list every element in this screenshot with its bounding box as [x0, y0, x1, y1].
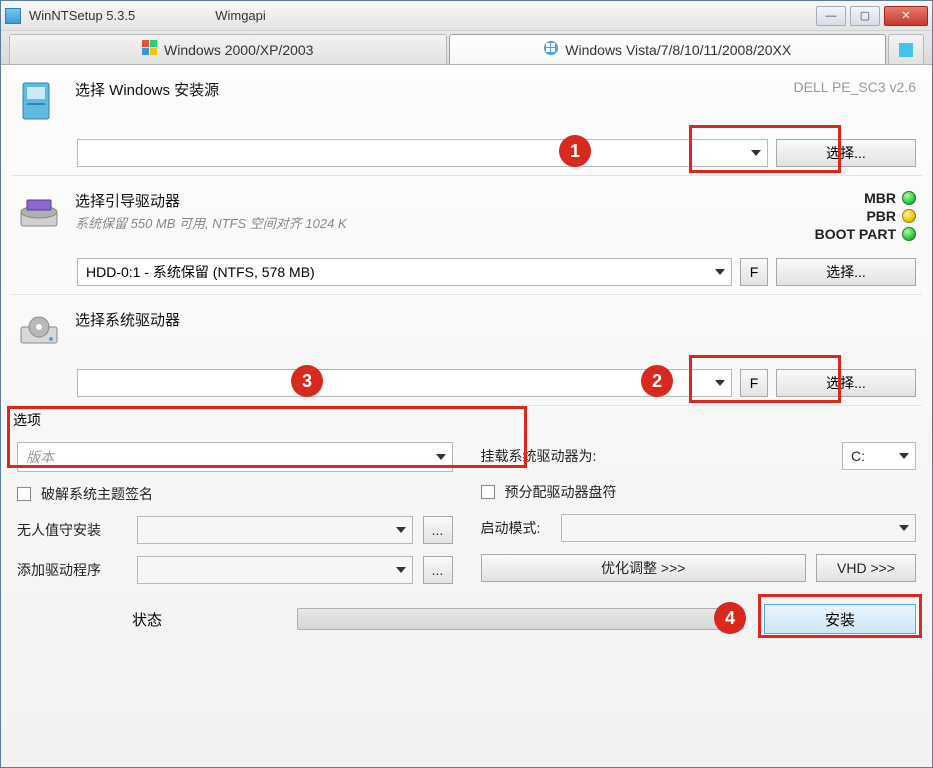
tab-modern-label: Windows Vista/7/8/10/11/2008/20XX [565, 42, 791, 58]
bootmode-combo[interactable] [561, 514, 917, 542]
app-icon [5, 8, 21, 24]
boot-drive-value: HDD-0:1 - 系统保留 (NTFS, 578 MB) [86, 262, 315, 282]
system-select-button[interactable]: 选择... [776, 369, 916, 397]
prealloc-checkbox[interactable] [481, 485, 495, 499]
footer: 状态 安装 4 [11, 590, 922, 648]
progress-bar [297, 608, 744, 630]
bootmode-label: 启动模式: [481, 518, 551, 538]
install-button[interactable]: 安装 [764, 604, 916, 634]
system-title: 选择系统驱动器 [75, 309, 916, 330]
install-label: 安装 [825, 609, 855, 630]
bootpart-light [902, 227, 916, 241]
windows-flag-icon [142, 40, 158, 59]
boot-f-label: F [750, 264, 759, 280]
source-select-button[interactable]: 选择... [776, 139, 916, 167]
section-boot-drive: 选择引导驱动器 系统保留 550 MB 可用, NTFS 空间对齐 1024 K… [11, 176, 922, 295]
patch-theme-checkbox[interactable] [17, 487, 31, 501]
system-format-button[interactable]: F [740, 369, 768, 397]
edition-placeholder: 版本 [26, 447, 54, 467]
app-title: WinNTSetup 5.3.5 [29, 8, 135, 23]
system-icon [17, 309, 61, 353]
unattend-label: 无人值守安装 [17, 520, 127, 540]
system-f-label: F [750, 375, 759, 391]
tweaks-label: 优化调整 >>> [601, 558, 685, 578]
tab-strip: Windows 2000/XP/2003 Windows Vista/7/8/1… [1, 31, 932, 65]
drivers-browse-label: ... [432, 562, 444, 578]
unattend-browse-button[interactable]: ... [423, 516, 453, 544]
options-label: 选项 [11, 406, 922, 432]
boot-status-lights: MBR PBR BOOT PART [815, 190, 916, 242]
minimize-button[interactable]: — [816, 6, 846, 26]
vhd-label: VHD >>> [837, 560, 895, 576]
pbr-light [902, 209, 916, 223]
boot-select-label: 选择... [826, 262, 866, 282]
boot-drive-combo[interactable]: HDD-0:1 - 系统保留 (NTFS, 578 MB) [77, 258, 732, 286]
source-icon [17, 79, 61, 123]
patch-theme-label: 破解系统主题签名 [41, 484, 153, 504]
source-title: 选择 Windows 安装源 [75, 79, 780, 100]
boot-title: 选择引导驱动器 [75, 190, 801, 211]
mount-letter-value: C: [851, 448, 865, 464]
drivers-browse-button[interactable]: ... [423, 556, 453, 584]
pbr-label: PBR [866, 208, 896, 224]
vhd-button[interactable]: VHD >>> [816, 554, 916, 582]
status-label: 状态 [17, 609, 277, 630]
boot-select-button[interactable]: 选择... [776, 258, 916, 286]
source-path-combo[interactable] [77, 139, 768, 167]
mbr-light [902, 191, 916, 205]
maximize-button[interactable]: ▢ [850, 6, 880, 26]
extra-icon [899, 43, 913, 57]
close-button[interactable]: ✕ [884, 6, 928, 26]
source-select-label: 选择... [826, 143, 866, 163]
windows-orb-icon [543, 40, 559, 59]
source-info: DELL PE_SC3 v2.6 [794, 79, 916, 95]
section-system-drive: 选择系统驱动器 F 选择... 3 2 [11, 295, 922, 406]
tab-legacy-label: Windows 2000/XP/2003 [164, 42, 313, 58]
unattend-browse-label: ... [432, 522, 444, 538]
mbr-label: MBR [864, 190, 896, 206]
edition-combo[interactable]: 版本 [17, 442, 453, 472]
section-install-source: 选择 Windows 安装源 DELL PE_SC3 v2.6 选择... 1 [11, 65, 922, 176]
prealloc-label: 预分配驱动器盘符 [505, 482, 617, 502]
tab-legacy[interactable]: Windows 2000/XP/2003 [9, 34, 447, 64]
drivers-combo[interactable] [137, 556, 413, 584]
app-subtitle: Wimgapi [215, 8, 266, 23]
mount-label: 挂载系统驱动器为: [481, 446, 597, 466]
boot-format-button[interactable]: F [740, 258, 768, 286]
tweaks-button[interactable]: 优化调整 >>> [481, 554, 807, 582]
drivers-label: 添加驱动程序 [17, 560, 127, 580]
tab-modern[interactable]: Windows Vista/7/8/10/11/2008/20XX [449, 34, 887, 64]
tab-extra[interactable] [888, 34, 924, 64]
boot-icon [17, 190, 61, 234]
titlebar: WinNTSetup 5.3.5 Wimgapi — ▢ ✕ [1, 1, 932, 31]
boot-subtitle: 系统保留 550 MB 可用, NTFS 空间对齐 1024 K [75, 213, 801, 232]
system-select-label: 选择... [826, 373, 866, 393]
system-drive-combo[interactable] [77, 369, 732, 397]
options-area: 选项 版本 破解系统主题签名 无人值守安装 ... [11, 406, 922, 590]
unattend-combo[interactable] [137, 516, 413, 544]
mount-letter-combo[interactable]: C: [842, 442, 916, 470]
bootpart-label: BOOT PART [815, 226, 896, 242]
